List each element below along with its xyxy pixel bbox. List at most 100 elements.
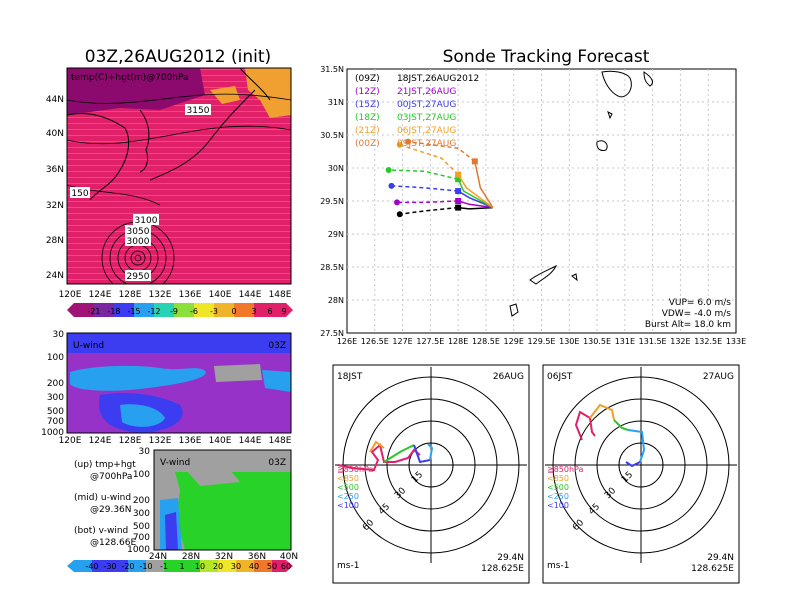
u-wind-gray-region — [214, 364, 262, 382]
contour-label: 3050 — [127, 227, 150, 237]
lon-tick: 124E — [89, 290, 112, 300]
lon-tick: 127E — [392, 337, 412, 346]
lat-tick: 36N — [46, 165, 64, 175]
warm-region-2 — [210, 86, 240, 104]
legend-code: (00Z) — [355, 139, 380, 149]
hodograph-trace — [613, 419, 629, 431]
hodo-legend: <500 — [337, 483, 359, 492]
caption-line: @700hPa — [90, 472, 132, 482]
map-frame — [66, 67, 292, 285]
colorbar-tick: 40 — [249, 562, 259, 571]
legend-code: (15Z) — [355, 100, 380, 110]
lon-tick: 127.5E — [416, 337, 444, 346]
legend-code: (18Z) — [355, 113, 380, 123]
pressure-tick: 300 — [133, 509, 150, 519]
lon-tick: 128E — [119, 436, 142, 446]
contour-label: 3000 — [127, 237, 150, 247]
v-wind-gray-band — [154, 450, 291, 472]
u-wind-cyan-region-2 — [262, 370, 291, 392]
hodo-legend: <500 — [547, 483, 569, 492]
landing-marker — [396, 211, 403, 218]
temp-height-map: temp(C)+hgt(m)@700hPa 3150 150 3100 3050… — [46, 67, 292, 300]
pressure-tick: 1000 — [41, 428, 64, 438]
hodo-legend: <850 — [337, 474, 359, 483]
v-wind-label: V-wind — [160, 458, 190, 468]
burst-marker — [455, 171, 462, 178]
pressure-tick: 300 — [47, 393, 64, 403]
hodograph-trace — [574, 410, 596, 441]
contour-label: 3100 — [135, 216, 158, 226]
hodograph-date: 27AUG — [703, 372, 734, 382]
caption-line: @128.66E — [90, 538, 136, 548]
lon-tick: 126E — [337, 337, 357, 346]
lat-tick: 28N — [182, 552, 200, 562]
v-wind-gray-region-2 — [186, 470, 240, 486]
warm-region — [245, 68, 291, 118]
lat-tick: 27.5N — [320, 329, 344, 338]
colorbar-tick: -9 — [170, 307, 178, 316]
v-wind-panel: V-wind 03Z 30 100 200 300 500 700 1000 2… — [127, 447, 298, 562]
pressure-tick: 500 — [47, 407, 64, 417]
trajectory-ascent — [457, 178, 494, 209]
hodo-legend: <100 — [547, 501, 569, 510]
trajectory-descent — [408, 140, 476, 162]
param-burst: Burst Alt= 18.0 km — [645, 320, 731, 330]
left-title: 03Z,26AUG2012 (init) — [85, 47, 271, 67]
colorbar-tick: 50 — [267, 562, 277, 571]
coastline-japan — [149, 89, 256, 181]
hodograph-rings — [335, 367, 527, 563]
captions: (up) tmp+hgt @700hPa (mid) u-wind @29.36… — [74, 460, 136, 548]
island-outline — [596, 140, 608, 151]
contour-label: 150 — [71, 189, 88, 199]
colorbar-tick: -15 — [127, 307, 140, 316]
coastline-china — [67, 113, 130, 201]
pressure-tick: 200 — [133, 496, 150, 506]
trajectory-descent — [399, 144, 459, 176]
lon-tick: 120E — [59, 290, 82, 300]
coastline-korea — [139, 109, 150, 173]
burst-marker — [455, 204, 462, 211]
hodograph-trace — [369, 440, 385, 453]
lon-tick: 131.5E — [639, 337, 667, 346]
colorbar-tick: -21 — [87, 307, 100, 316]
hodograph-lon: 128.625E — [691, 564, 734, 574]
colorbar-tick: 30 — [231, 562, 241, 571]
burst-marker — [471, 158, 478, 165]
island-outline — [571, 273, 578, 282]
colorbar-tick: 1 — [179, 562, 184, 571]
colorbar-tick: 60 — [281, 562, 291, 571]
lat-tick: 29.5N — [320, 197, 344, 206]
pressure-tick: 30 — [139, 447, 151, 457]
lat-tick: 36N — [248, 552, 266, 562]
legend-code: (12Z) — [355, 87, 380, 97]
legend-time: 18JST,26AUG2012 — [397, 74, 479, 84]
trajectory-descent — [397, 200, 459, 204]
trajectory-ascent — [474, 161, 494, 209]
lon-tick: 131E — [615, 337, 635, 346]
burst-marker — [455, 198, 462, 204]
hodograph-trace — [413, 444, 431, 464]
caption-line: (up) tmp+hgt — [74, 460, 136, 470]
pressure-tick: 100 — [133, 470, 150, 480]
lat-tick: 28N — [46, 236, 64, 246]
map-label: temp(C)+hgt(m)@700hPa — [71, 73, 189, 83]
lat-tick: 30N — [328, 164, 344, 173]
hodograph-rings — [545, 367, 737, 563]
lat-tick: 40N — [280, 552, 298, 562]
caption-line: (mid) u-wind — [74, 493, 131, 503]
landing-marker — [394, 199, 401, 206]
hodograph-time: 18JST — [337, 372, 363, 382]
colorbar-tick: 20 — [213, 562, 223, 571]
lon-tick: 132E — [670, 337, 690, 346]
lat-tick: 32N — [215, 552, 233, 562]
lon-tick: 148E — [269, 436, 292, 446]
pressure-tick: 700 — [133, 533, 150, 543]
lat-tick: 24N — [149, 552, 167, 562]
track-ticks: 126E 126.5E 127E 127.5E 128E 128.5E 129E 129.5E… — [320, 65, 746, 346]
lon-tick: 133E — [726, 337, 746, 346]
colorbar-tick: 0 — [231, 307, 236, 316]
lon-tick: 120E — [59, 436, 82, 446]
landing-marker — [396, 141, 403, 148]
lon-tick: 130E — [559, 337, 579, 346]
landing-marker — [385, 166, 392, 173]
